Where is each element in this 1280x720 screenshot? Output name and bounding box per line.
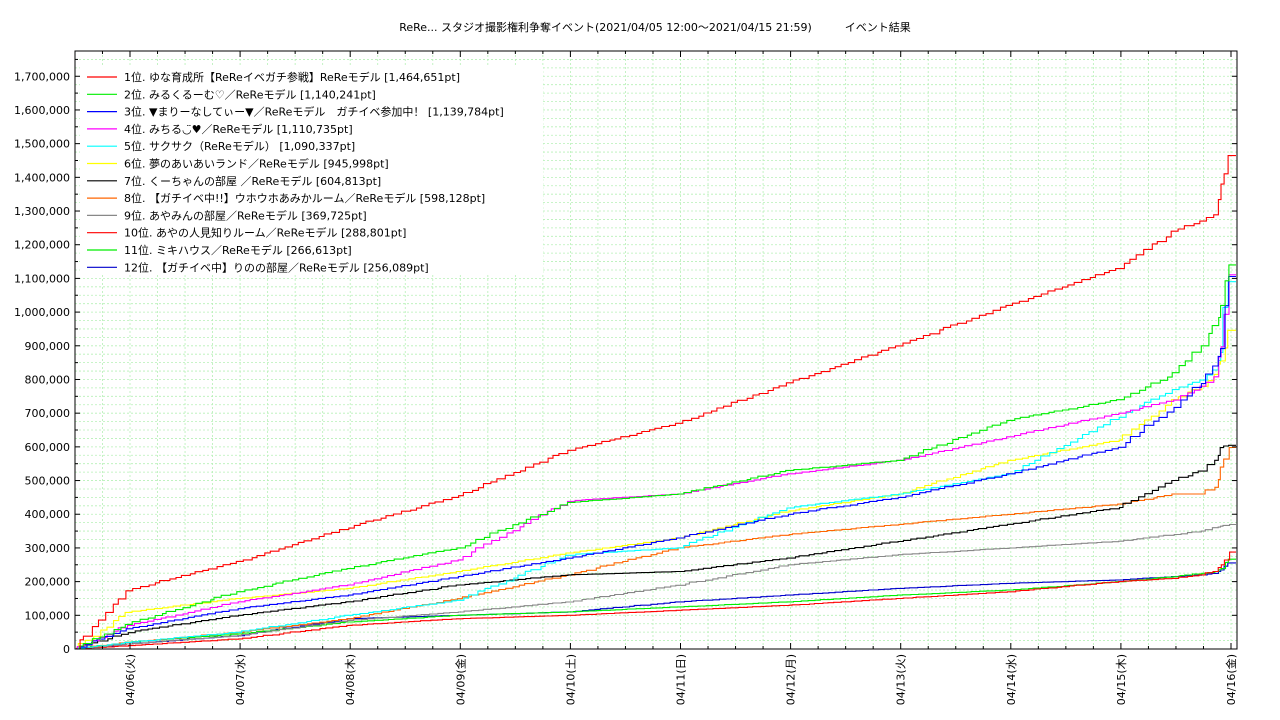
y-tick-label: 1,500,000 [14, 138, 70, 151]
series-line-1 [76, 155, 1236, 650]
axes: 0 100,000 200,000 300,000 400,000 500,000 600,… [14, 51, 1238, 705]
y-tick-label: 1,300,000 [14, 205, 70, 218]
series-line-2 [76, 264, 1236, 650]
y-tick-label: 400,000 [25, 508, 71, 521]
series-line-3 [76, 275, 1236, 650]
series-lines [75, 155, 1236, 650]
series-line-8 [76, 446, 1236, 650]
legend-entry: 2位. みるくるーむ♡／ReReモデル [1,140,241pt] [124, 87, 376, 101]
x-tick-label: 04/10(土) [564, 654, 577, 705]
legend-entry: 4位. みちる◡̈♥／ReReモデル [1,110,735pt] [124, 122, 353, 136]
legend-entry: 5位. サクサク（ReReモデル） [1,090,337pt] [124, 139, 355, 153]
legend: 1位. ゆな育成所【ReReイベガチ参戦】ReReモデル [1,464,651p… [80, 66, 543, 274]
y-tick-label: 1,700,000 [14, 70, 70, 83]
y-tick-label: 200,000 [25, 576, 71, 589]
y-tick-label: 900,000 [25, 340, 71, 353]
x-tick-label: 04/11(日) [675, 654, 688, 705]
x-tick-label: 04/13(火) [895, 654, 908, 705]
series-line-5 [76, 281, 1236, 650]
plot-frame [74, 50, 1238, 650]
legend-entry: 3位. ▼まりーなしてぃー▼／ReReモデル ガチイベ参加中！ [1,139,7… [124, 105, 504, 119]
legend-entry: 8位. 【ガチイベ中!!】ウホウホあみかルーム／ReReモデル [598,128… [124, 191, 485, 205]
legend-entry: 11位. ミキハウス／ReReモデル [266,613pt] [124, 243, 352, 257]
x-tick-label: 04/16(金) [1224, 654, 1238, 705]
legend-entry: 1位. ゆな育成所【ReReイベガチ参戦】ReReモデル [1,464,651p… [124, 70, 460, 84]
y-tick-label: 500,000 [25, 475, 71, 488]
y-tick-label: 1,400,000 [14, 171, 70, 184]
series-line-10 [75, 551, 1236, 650]
x-tick-label: 04/08(木) [344, 654, 357, 705]
series-line-9 [76, 523, 1236, 650]
x-tick-label: 04/14(水) [1005, 654, 1018, 705]
y-tick-label: 1,200,000 [14, 239, 70, 252]
y-tick-label: 1,000,000 [14, 306, 70, 319]
y-tick-label: 300,000 [25, 542, 71, 555]
y-tick-label: 1,100,000 [14, 272, 70, 285]
chart-title: ReRe... スタジオ撮影権利争奪イベント(2021/04/05 12:00～… [399, 21, 911, 34]
y-tick-label: 800,000 [25, 373, 71, 386]
legend-entry: 12位. 【ガチイベ中】りのの部屋／ReReモデル [256,089pt] [124, 260, 429, 274]
legend-entry: 10位. あやの人見知りルーム／ReReモデル [288,801pt] [124, 226, 406, 240]
series-line-11 [76, 558, 1236, 650]
legend-entry: 7位. くーちゃんの部屋 ／ReReモデル [604,813pt] [124, 174, 381, 188]
series-line-12 [76, 562, 1236, 650]
legend-background [80, 66, 543, 274]
y-tick-label: 600,000 [25, 441, 71, 454]
x-tick-label: 04/07(水) [234, 654, 247, 705]
y-tick-label: 0 [63, 643, 70, 656]
legend-entry: 9位. あやみんの部屋／ReReモデル [369,725pt] [124, 208, 367, 222]
y-tick-label: 1,600,000 [14, 104, 70, 117]
series-line-7 [76, 444, 1236, 650]
y-tick-label: 700,000 [25, 407, 71, 420]
x-tick-label: 04/15(木) [1115, 654, 1128, 705]
x-tick-label: 04/06(火) [124, 654, 137, 705]
legend-entry: 6位. 夢のあいあいランド／ReReモデル [945,998pt] [124, 157, 389, 171]
y-tick-label: 100,000 [25, 609, 71, 622]
x-tick-label: 04/09(金) [453, 654, 467, 705]
x-tick-label: 04/12(月) [785, 654, 798, 705]
